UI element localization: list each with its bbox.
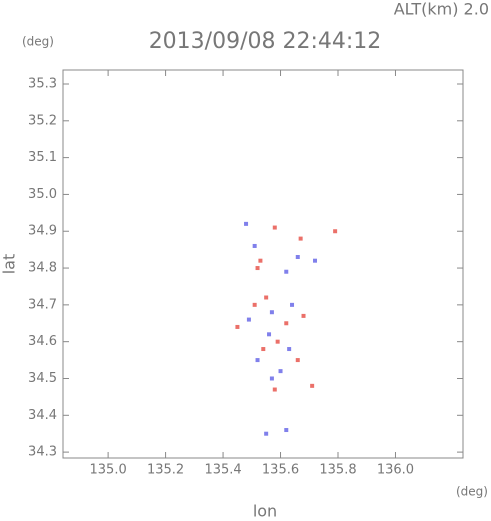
point [301,313,306,318]
y-tick-label: 34.7 [28,297,57,312]
point [255,266,260,271]
point [275,339,280,344]
point [261,347,266,352]
point [252,302,257,307]
point [298,236,303,241]
plot-frame [62,69,464,459]
point [264,431,269,436]
point [313,258,318,263]
y-tick-label: 34.6 [28,334,57,349]
point [272,387,277,392]
x-tick-label: 135.6 [262,463,299,478]
y-tick-label: 34.8 [28,261,57,276]
point [244,221,249,226]
x-tick-label: 135.8 [319,463,356,478]
point [269,310,274,315]
x-tick-label: 135.4 [204,463,241,478]
point [310,383,315,388]
x-tick-label: 136.0 [377,463,414,478]
x-tick-label: 135.2 [147,463,184,478]
point [255,358,260,363]
point [246,317,251,322]
point [333,229,338,234]
y-tick-label: 35.2 [28,113,57,128]
point [269,376,274,381]
y-tick-label: 34.4 [28,408,57,423]
x-tick-label: 135.0 [90,463,127,478]
y-unit: (deg) [22,35,54,49]
point [284,428,289,433]
point [264,295,269,300]
point [284,321,289,326]
point [235,324,240,329]
x-unit: (deg) [456,485,488,499]
y-tick-label: 34.5 [28,371,57,386]
annotation: ALT(km) 2.0 [394,0,489,19]
point [284,269,289,274]
y-tick-label: 34.3 [28,445,57,460]
point [287,347,292,352]
y-tick-label: 35.0 [28,187,57,202]
point [295,358,300,363]
point [267,332,272,337]
chart-title: 2013/09/08 22:44:12 [149,29,382,54]
y-axis-label: lat [0,254,19,275]
point [252,243,257,248]
point [278,369,283,374]
point [290,302,295,307]
x-axis-label: lon [253,502,277,521]
point [272,225,277,230]
point [258,258,263,263]
y-tick-label: 34.9 [28,224,57,239]
point [295,255,300,260]
y-tick-label: 35.3 [28,76,57,91]
y-tick-label: 35.1 [28,150,57,165]
